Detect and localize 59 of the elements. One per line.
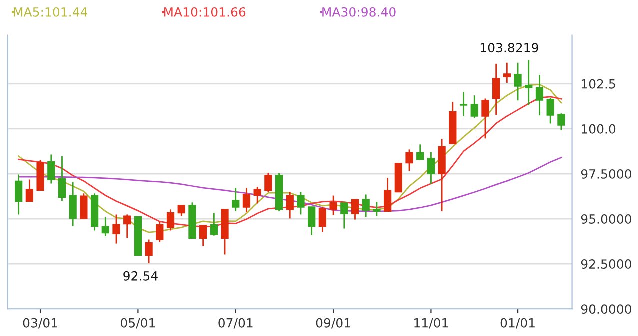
annotation: 92.54: [124, 271, 158, 281]
candlestick: [297, 191, 305, 216]
candlestick: [362, 194, 370, 218]
candlestick: [166, 208, 175, 232]
x-tick-label: 09/01: [316, 318, 350, 329]
candlestick: [200, 225, 208, 248]
candlestick: [503, 62, 511, 84]
candlestick: [48, 154, 56, 184]
candlestick: [112, 214, 120, 244]
candlestick: [254, 186, 262, 204]
candlestick: [406, 148, 414, 172]
candlestick: [351, 199, 360, 220]
candlestick: [536, 74, 544, 116]
candlestick: [264, 172, 272, 194]
candlestick: [210, 212, 218, 236]
annotation: 103.8219: [480, 43, 538, 53]
candlestick: [145, 239, 153, 264]
candlestick: [525, 59, 533, 106]
candlestick: [308, 206, 316, 236]
x-tick-label: 07/01: [218, 318, 253, 329]
candlestick: [124, 214, 132, 239]
candlestick: [69, 181, 77, 228]
candlestick: [58, 156, 66, 202]
legend-label: MA10:101.66: [164, 7, 246, 17]
y-tick-label: 102.5: [582, 79, 616, 89]
candlestick: [26, 179, 34, 202]
x-tick-label: 05/01: [121, 318, 156, 329]
candlestick: [340, 202, 348, 230]
candlestick: [15, 174, 23, 216]
y-tick-label: 92.5000: [581, 260, 632, 270]
x-tick-label: 01/01: [500, 318, 535, 329]
candlestick: [416, 144, 424, 162]
candlestick: [482, 98, 490, 140]
candlestick: [492, 63, 500, 116]
legend-label: MA30:98.40: [322, 7, 396, 17]
candlestick: [232, 187, 240, 212]
candlestick: [546, 97, 554, 124]
candlestick: [242, 187, 251, 214]
candlestick: [427, 151, 436, 185]
x-tick-label: 03/01: [23, 318, 58, 329]
candlestick: [514, 62, 522, 102]
legend-label: MA5:101.44: [14, 7, 88, 17]
y-tick-label: 97.5000: [581, 169, 632, 179]
candlestick: [373, 201, 381, 218]
candlestick: [286, 191, 294, 220]
y-tick-label: 90.0000: [581, 304, 632, 314]
candlestick: [156, 222, 164, 244]
candlestick: [330, 195, 338, 216]
candlestick: [384, 177, 392, 212]
candlestick: [178, 205, 186, 218]
candlestick: [318, 206, 326, 234]
y-tick-label: 100.0: [582, 124, 616, 134]
candlestick: [102, 216, 110, 238]
candlestick: [558, 112, 566, 132]
x-tick-label: 11/01: [414, 318, 448, 329]
candlestick: [80, 192, 88, 220]
y-tick-label: 95.0000: [581, 214, 632, 224]
candlestick: [470, 94, 478, 119]
candlestick: [460, 91, 468, 118]
